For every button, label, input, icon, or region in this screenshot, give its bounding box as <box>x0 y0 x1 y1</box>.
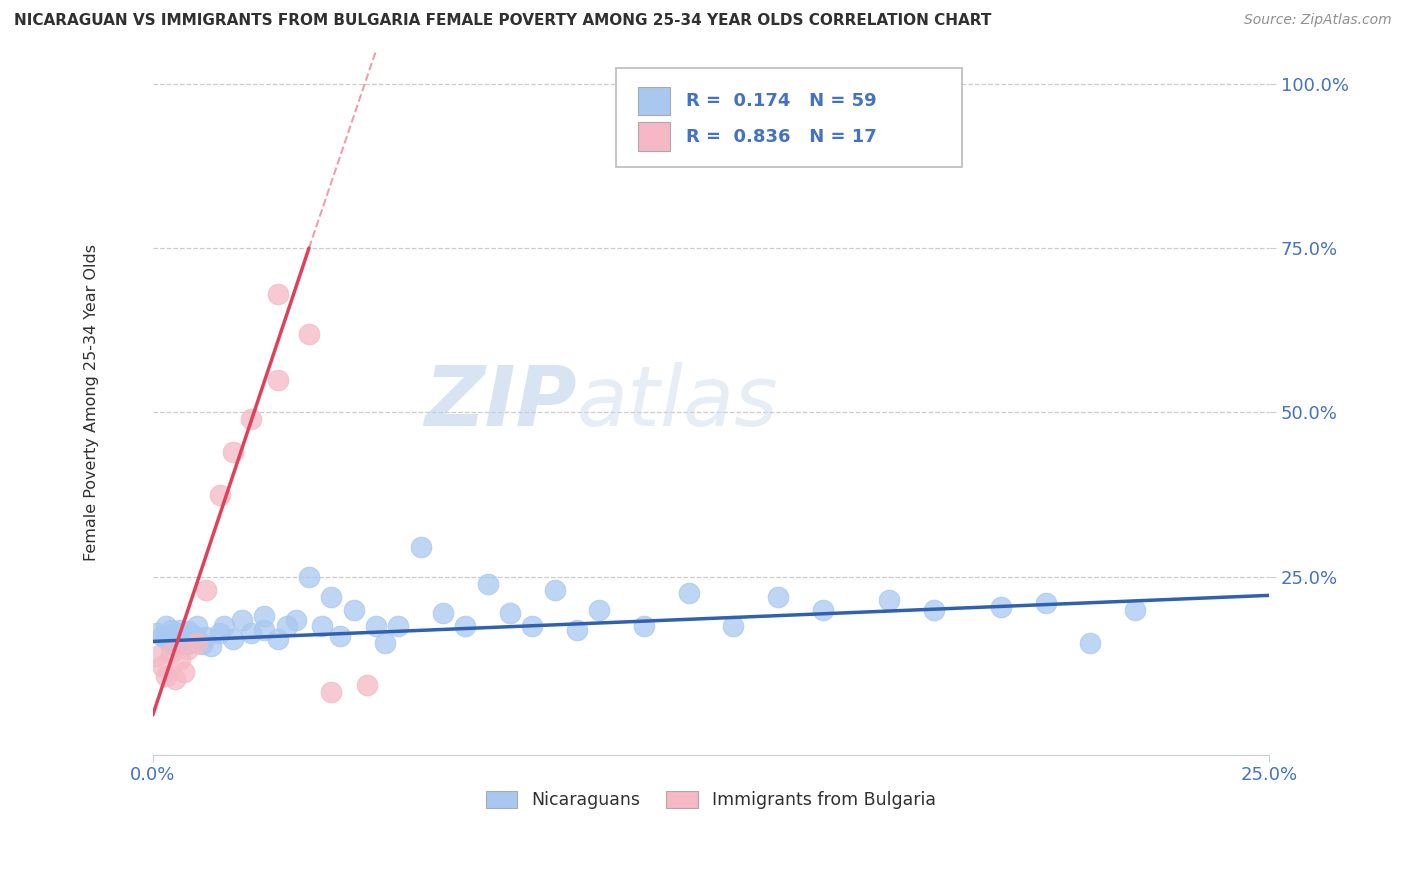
Point <box>922 603 945 617</box>
Point <box>454 619 477 633</box>
Point <box>208 488 231 502</box>
Point <box>253 609 276 624</box>
Point <box>222 445 245 459</box>
Point <box>195 583 218 598</box>
Legend: Nicaraguans, Immigrants from Bulgaria: Nicaraguans, Immigrants from Bulgaria <box>479 783 942 816</box>
Point <box>169 652 191 666</box>
Point <box>191 637 214 651</box>
Point <box>165 639 187 653</box>
Point <box>231 613 253 627</box>
Point <box>499 606 522 620</box>
Point <box>267 632 290 647</box>
Point <box>181 628 204 642</box>
Point <box>186 632 208 647</box>
Point <box>387 619 409 633</box>
Point <box>374 636 396 650</box>
Point <box>276 619 298 633</box>
Point <box>321 590 343 604</box>
Text: Source: ZipAtlas.com: Source: ZipAtlas.com <box>1244 13 1392 28</box>
Text: NICARAGUAN VS IMMIGRANTS FROM BULGARIA FEMALE POVERTY AMONG 25-34 YEAR OLDS CORR: NICARAGUAN VS IMMIGRANTS FROM BULGARIA F… <box>14 13 991 29</box>
Point <box>588 603 610 617</box>
Point <box>409 541 432 555</box>
Point <box>284 613 307 627</box>
Point <box>267 373 290 387</box>
Point <box>543 583 565 598</box>
Point <box>1080 636 1102 650</box>
Point <box>165 672 187 686</box>
Point <box>173 625 195 640</box>
Point <box>721 619 744 633</box>
Point <box>343 603 366 617</box>
Point <box>432 606 454 620</box>
Point <box>177 637 200 651</box>
Point <box>155 632 177 647</box>
Point <box>195 631 218 645</box>
Point <box>169 623 191 637</box>
Point <box>186 636 208 650</box>
Point <box>159 623 181 637</box>
Text: atlas: atlas <box>576 362 779 443</box>
FancyBboxPatch shape <box>638 122 669 151</box>
Point <box>1035 596 1057 610</box>
Point <box>364 619 387 633</box>
Point <box>159 636 181 650</box>
Point <box>477 576 499 591</box>
Point <box>173 632 195 647</box>
Point <box>329 629 352 643</box>
Point <box>356 678 378 692</box>
Point <box>298 570 321 584</box>
Point <box>173 665 195 680</box>
Point <box>766 590 789 604</box>
Point <box>150 658 173 673</box>
Point <box>222 632 245 647</box>
Text: ZIP: ZIP <box>425 362 576 443</box>
Point <box>1123 603 1146 617</box>
Text: R =  0.174   N = 59: R = 0.174 N = 59 <box>686 93 877 111</box>
Point <box>990 599 1012 614</box>
Point <box>239 625 262 640</box>
FancyBboxPatch shape <box>616 69 962 167</box>
Text: Female Poverty Among 25-34 Year Olds: Female Poverty Among 25-34 Year Olds <box>84 244 98 561</box>
FancyBboxPatch shape <box>638 87 669 115</box>
Point <box>879 593 901 607</box>
Point <box>522 619 544 633</box>
Point <box>678 586 700 600</box>
Point <box>321 685 343 699</box>
Point <box>811 603 834 617</box>
Point <box>181 634 204 648</box>
Point <box>146 648 169 663</box>
Point <box>155 668 177 682</box>
Point <box>146 625 169 640</box>
Point <box>159 646 181 660</box>
Point <box>177 624 200 638</box>
Point <box>253 623 276 637</box>
Point <box>298 326 321 341</box>
Point <box>212 619 235 633</box>
Point <box>177 642 200 657</box>
Point <box>633 619 655 633</box>
Point <box>239 412 262 426</box>
Point <box>267 287 290 301</box>
Point <box>155 619 177 633</box>
Point <box>186 619 208 633</box>
Text: R =  0.836   N = 17: R = 0.836 N = 17 <box>686 128 877 145</box>
Point <box>565 623 588 637</box>
Point <box>311 619 333 633</box>
Point <box>200 639 222 653</box>
Point <box>169 636 191 650</box>
Point <box>150 629 173 643</box>
Point <box>165 625 187 640</box>
Point <box>208 625 231 640</box>
